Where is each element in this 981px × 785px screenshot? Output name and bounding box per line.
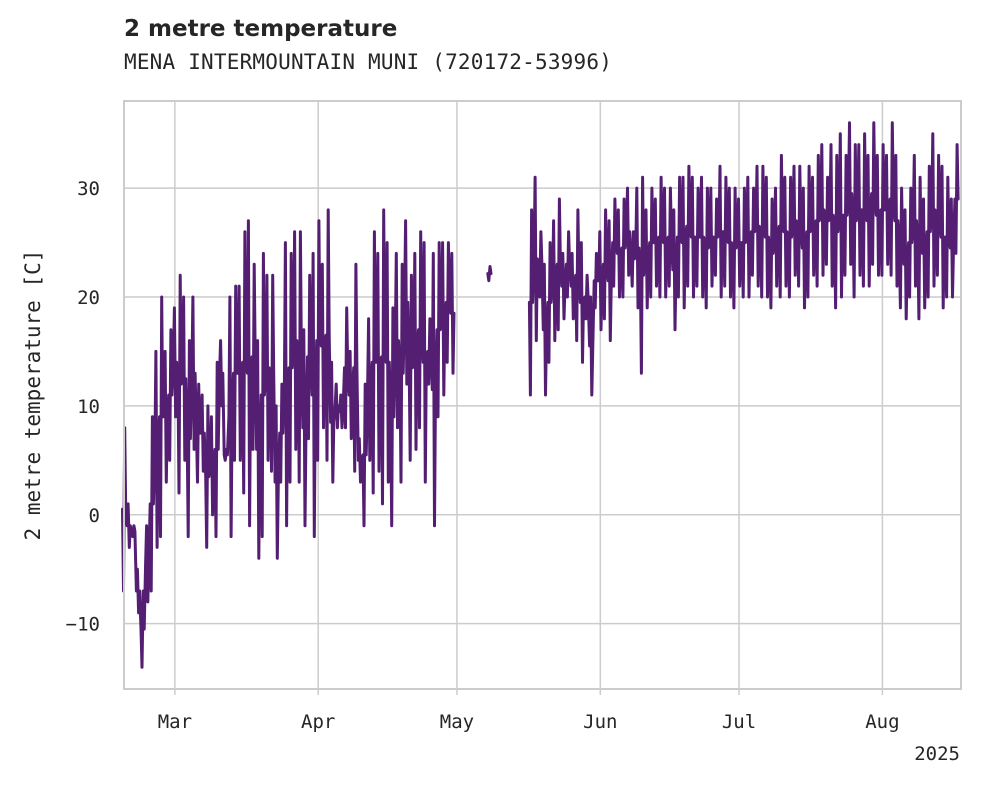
y-tick-label: 10 bbox=[77, 396, 100, 418]
y-tick-label: −10 bbox=[66, 614, 100, 636]
plot-frame bbox=[123, 100, 962, 690]
y-axis: −10 0 10 20 30 bbox=[66, 178, 100, 636]
chart-title: 2 metre temperature bbox=[124, 16, 398, 42]
chart-subtitle: MENA INTERMOUNTAIN MUNI (720172-53996) bbox=[124, 50, 613, 74]
y-axis-label: 2 metre temperature [C] bbox=[21, 250, 45, 541]
y-tick-label: 0 bbox=[89, 505, 100, 527]
series-layer bbox=[121, 121, 960, 669]
x-tick-label: Apr bbox=[301, 711, 335, 733]
x-tick-label: Mar bbox=[158, 711, 192, 733]
y-tick-label: 20 bbox=[77, 287, 100, 309]
x-axis: Mar Apr May Jun Jul Aug bbox=[158, 689, 900, 733]
x-tick-label: Jun bbox=[583, 711, 617, 733]
x-tick-label: May bbox=[440, 711, 474, 733]
x-tick-label: Jul bbox=[722, 711, 756, 733]
temperature-line bbox=[121, 208, 456, 669]
temperature-line bbox=[486, 265, 493, 283]
x-axis-year-label: 2025 bbox=[914, 743, 960, 765]
x-tick-label: Aug bbox=[865, 711, 899, 733]
y-tick-label: 30 bbox=[77, 178, 100, 200]
temperature-line bbox=[527, 121, 960, 397]
